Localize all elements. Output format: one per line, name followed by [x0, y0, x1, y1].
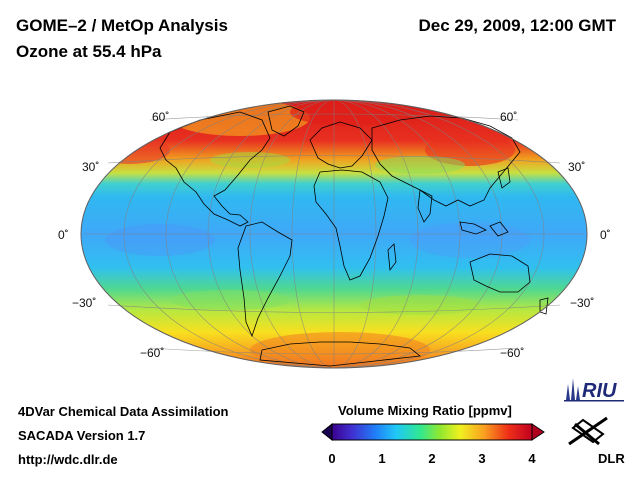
dlr-logo-text: DLR	[598, 451, 625, 466]
lat-label-60n-left: 60˚	[152, 110, 170, 124]
colorbar-tick-1: 1	[378, 451, 386, 466]
lat-label-60s-left: −60˚	[140, 346, 165, 360]
colorbar-title: Volume Mixing Ratio [ppmv]	[338, 403, 512, 418]
riu-logo: RIU	[564, 378, 624, 402]
footer-line-1: 4DVar Chemical Data Assimilation	[18, 404, 229, 419]
colorbar-tick-4: 4	[528, 451, 536, 466]
colorbar-high-arrow	[531, 423, 545, 441]
date-label: Dec 29, 2009, 12:00 GMT	[418, 16, 616, 35]
lat-label-30s-right: −30˚	[570, 296, 595, 310]
colorbar-gradient	[331, 423, 533, 441]
title-line-1: GOME–2 / MetOp Analysis	[16, 16, 228, 35]
lat-label-60n-right: 60˚	[500, 110, 518, 124]
colorbar-tick-3: 3	[478, 451, 486, 466]
colorbar	[321, 422, 545, 442]
riu-logo-text: RIU	[582, 380, 617, 402]
lat-label-0-left: 0˚	[58, 228, 69, 242]
footer-line-2: SACADA Version 1.7	[18, 428, 146, 443]
lat-label-30n-left: 30˚	[82, 160, 100, 174]
lat-label-0-right: 0˚	[600, 228, 611, 242]
colorbar-tick-2: 2	[428, 451, 436, 466]
footer-url: http://wdc.dlr.de	[18, 452, 118, 467]
lat-label-30s-left: −30˚	[72, 296, 97, 310]
lat-label-60s-right: −60˚	[500, 346, 525, 360]
dlr-logo-icon	[568, 416, 608, 446]
map-outline	[80, 99, 588, 369]
coastlines	[159, 105, 549, 367]
colorbar-tick-0: 0	[328, 451, 336, 466]
title-line-2: Ozone at 55.4 hPa	[16, 42, 162, 61]
lat-label-30n-right: 30˚	[568, 160, 586, 174]
colorbar-low-arrow	[321, 422, 333, 442]
